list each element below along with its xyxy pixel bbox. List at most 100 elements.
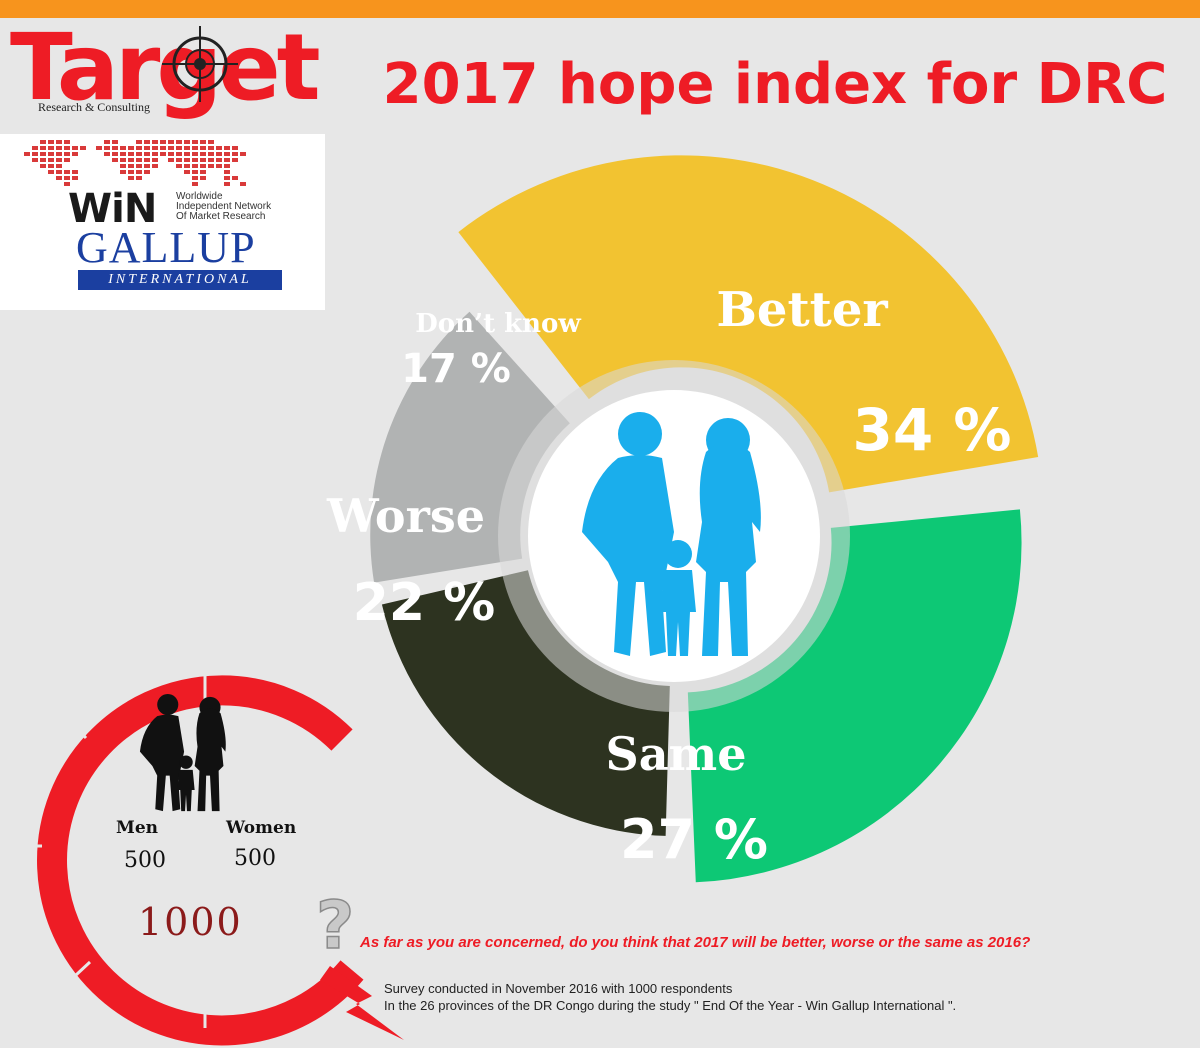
- map-dot: [32, 158, 38, 162]
- map-dot: [232, 146, 238, 150]
- map-dot: [48, 152, 54, 156]
- map-dot: [104, 146, 110, 150]
- map-dot: [168, 140, 174, 144]
- map-dot: [216, 152, 222, 156]
- win-logo-description: Worldwide Independent Network Of Market …: [176, 192, 316, 222]
- map-dot: [232, 152, 238, 156]
- map-dot: [192, 182, 198, 186]
- map-dot: [32, 146, 38, 150]
- map-dot: [136, 170, 142, 174]
- men-label: Men: [116, 818, 158, 838]
- map-dot: [192, 140, 198, 144]
- map-dot: [184, 140, 190, 144]
- gallup-logo-subtitle: INTERNATIONAL: [78, 270, 282, 290]
- map-dot: [56, 146, 62, 150]
- map-dot: [48, 170, 54, 174]
- slice-same: [687, 509, 1022, 883]
- map-dot: [192, 170, 198, 174]
- total-respondents: 1000: [138, 900, 243, 944]
- survey-question: As far as you are concerned, do you thin…: [360, 934, 1031, 951]
- map-dot: [192, 164, 198, 168]
- map-dot: [72, 152, 78, 156]
- map-dot: [96, 146, 102, 150]
- map-dot: [176, 146, 182, 150]
- map-dot: [120, 170, 126, 174]
- crosshair-icon: [162, 26, 238, 102]
- slice-better: [458, 155, 1039, 493]
- map-dot: [192, 146, 198, 150]
- target-logo-subtitle: Research & Consulting: [38, 100, 150, 114]
- map-dot: [40, 158, 46, 162]
- map-dot: [176, 152, 182, 156]
- map-dot: [64, 152, 70, 156]
- map-dot: [144, 158, 150, 162]
- map-dot: [240, 182, 246, 186]
- map-dot: [24, 152, 30, 156]
- survey-note-line: In the 26 provinces of the DR Congo duri…: [384, 998, 957, 1013]
- map-dot: [168, 146, 174, 150]
- map-dot: [64, 170, 70, 174]
- map-dot: [64, 176, 70, 180]
- map-dot: [64, 158, 70, 162]
- map-dot: [208, 152, 214, 156]
- map-dot: [184, 152, 190, 156]
- map-dot: [224, 152, 230, 156]
- slice-value-worse: 22 %: [353, 573, 496, 633]
- map-dot: [176, 164, 182, 168]
- map-dot: [72, 146, 78, 150]
- map-dot: [40, 146, 46, 150]
- map-dot: [40, 152, 46, 156]
- map-dot: [176, 140, 182, 144]
- map-dot: [192, 152, 198, 156]
- map-dot: [40, 140, 46, 144]
- slice-label-better: Better: [716, 282, 888, 338]
- map-dot: [152, 146, 158, 150]
- top-accent-bar: [0, 0, 1200, 18]
- map-dot: [152, 158, 158, 162]
- map-dot: [160, 152, 166, 156]
- map-dot: [80, 146, 86, 150]
- question-mark-icon: ?: [315, 886, 355, 965]
- map-dot: [128, 158, 134, 162]
- map-dot: [224, 146, 230, 150]
- map-dot: [120, 158, 126, 162]
- map-dot: [32, 152, 38, 156]
- map-dot: [48, 158, 54, 162]
- slice-label-same: Same: [606, 727, 747, 781]
- slice-value-better: 34 %: [852, 396, 1011, 464]
- slice-value-dont-know: 17 %: [401, 346, 511, 392]
- map-dot: [56, 170, 62, 174]
- map-dot: [56, 158, 62, 162]
- map-dot: [160, 146, 166, 150]
- map-dot: [152, 164, 158, 168]
- map-dot: [176, 158, 182, 162]
- map-dot: [136, 164, 142, 168]
- map-dot: [112, 146, 118, 150]
- map-dot: [128, 170, 134, 174]
- map-dot: [200, 164, 206, 168]
- target-logo-word: Target: [10, 14, 321, 121]
- gallup-logo-word: GALLUP: [76, 223, 256, 272]
- map-dot: [136, 176, 142, 180]
- map-dot: [208, 164, 214, 168]
- map-dot: [136, 152, 142, 156]
- map-dot: [72, 170, 78, 174]
- slice-value-same: 27 %: [620, 808, 768, 871]
- map-dot: [72, 176, 78, 180]
- slice-worse: [381, 570, 670, 836]
- map-dot: [216, 158, 222, 162]
- family-icon: [582, 412, 761, 656]
- map-dot: [200, 158, 206, 162]
- map-dot: [224, 170, 230, 174]
- map-dot: [48, 146, 54, 150]
- family-icon: [139, 694, 226, 812]
- map-dot: [128, 164, 134, 168]
- map-dot: [136, 140, 142, 144]
- sample-ring-pointer: [320, 966, 404, 1040]
- map-dot: [224, 176, 230, 180]
- map-dot: [104, 140, 110, 144]
- map-dot: [144, 152, 150, 156]
- map-dot: [48, 164, 54, 168]
- survey-notes: Survey conducted in November 2016 with 1…: [384, 980, 956, 1014]
